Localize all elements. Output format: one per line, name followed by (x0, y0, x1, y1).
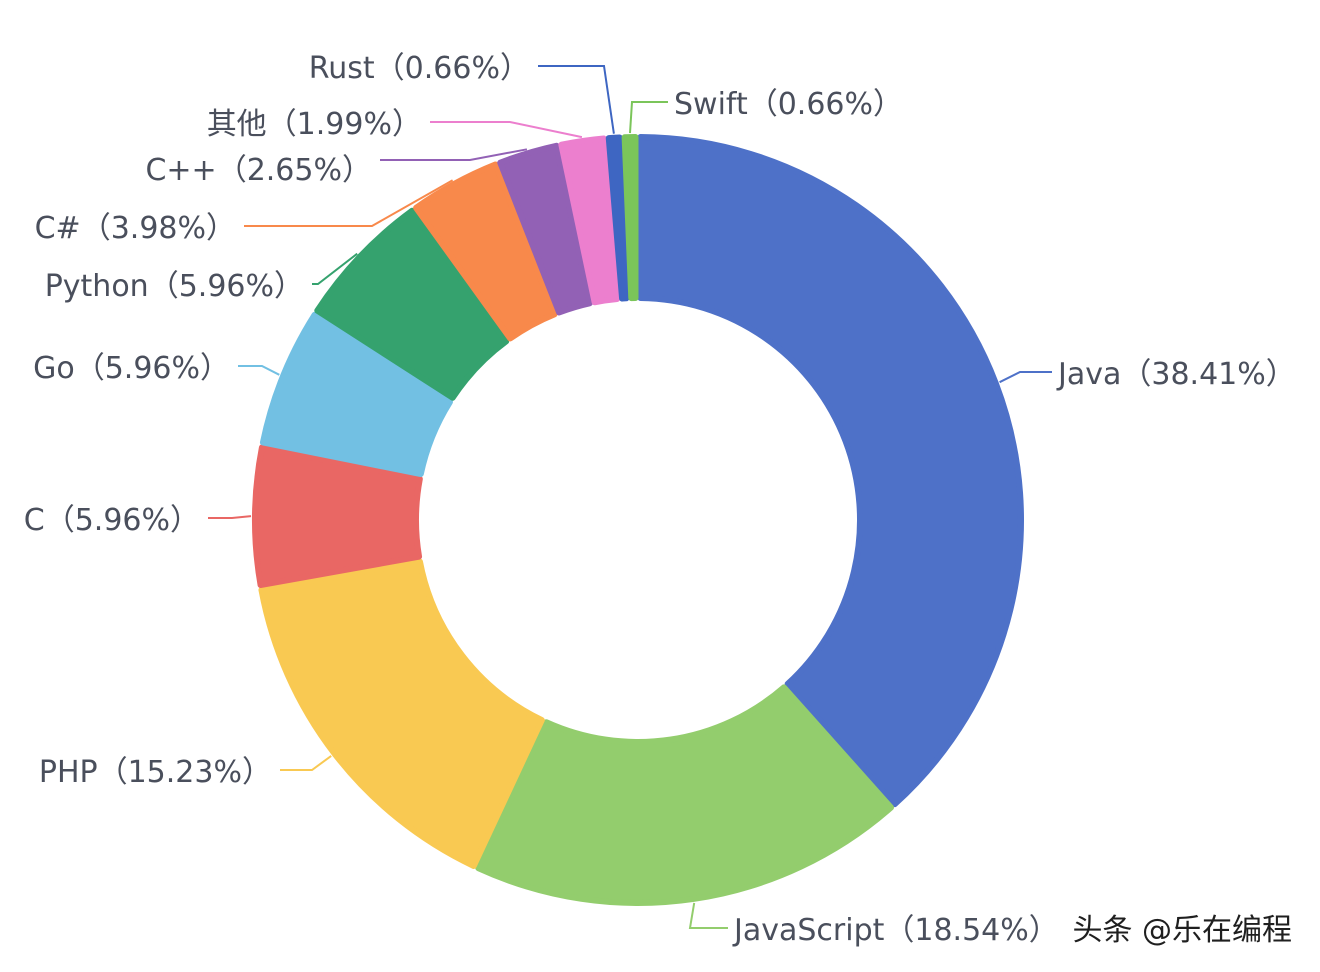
slice-java (637, 134, 1024, 808)
leader-line (629, 101, 668, 134)
slice-label: Java（38.41%） (1056, 357, 1296, 392)
slice-php (258, 558, 545, 869)
leader-line (688, 902, 728, 929)
leader-lines-group (208, 65, 1052, 929)
leader-line (999, 371, 1052, 384)
slice-other (558, 135, 621, 306)
slice-label: Python（5.96%） (45, 269, 304, 304)
slice-rust (605, 134, 630, 302)
slice-cpp (497, 142, 593, 316)
slice-go (259, 311, 453, 478)
leader-line (208, 515, 252, 519)
slice-c (252, 444, 423, 589)
leader-line (538, 65, 615, 134)
labels-group: Java（38.41%） JavaScript（18.54%） PHP（15.23%… (24, 51, 1296, 948)
leader-line (244, 179, 454, 227)
slice-label: Rust（0.66%） (309, 51, 530, 86)
slice-label: 其他（1.99%） (207, 107, 422, 142)
slice-python (314, 207, 510, 401)
leader-line (280, 755, 332, 771)
slice-label: Swift（0.66%） (674, 87, 903, 122)
slice-label: C++（2.65%） (145, 153, 372, 188)
leader-line (430, 121, 583, 139)
slice-label: PHP（15.23%） (39, 755, 272, 790)
slice-javascript (475, 684, 895, 906)
slices-group (252, 134, 1024, 906)
watermark: 头条 @乐在编程 (1072, 913, 1292, 948)
slice-label: C（5.96%） (24, 503, 200, 538)
slice-label: JavaScript（18.54%） (732, 913, 1059, 948)
slice-label: Go（5.96%） (33, 351, 230, 386)
slice-swift (621, 134, 639, 302)
leader-line (380, 148, 528, 161)
leader-line (312, 252, 358, 285)
leader-line (238, 365, 280, 376)
slice-csharp (413, 161, 558, 342)
slice-label: C#（3.98%） (35, 211, 236, 246)
